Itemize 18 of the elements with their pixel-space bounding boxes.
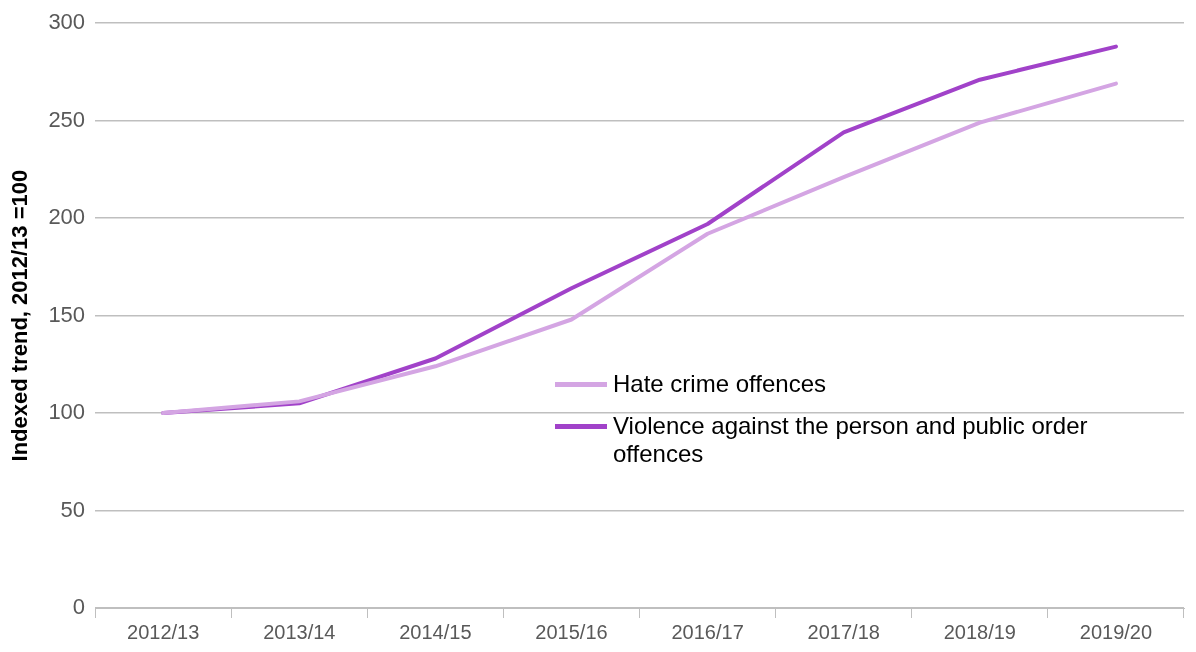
y-axis-title: Indexed trend, 2012/13 =100: [7, 169, 33, 462]
x-tick-label: 2014/15: [399, 620, 472, 643]
legend-label: Violence against the person and public order offences: [613, 412, 1089, 468]
y-tick-label: 0: [72, 594, 86, 620]
legend-label: Hate crime offences: [613, 370, 826, 398]
x-tick-label: 2019/20: [1079, 620, 1153, 643]
y-tick-label: 100: [48, 399, 86, 425]
y-tick-label: 300: [48, 9, 86, 35]
y-tick-label: 150: [48, 301, 86, 327]
x-tick-label: 2018/19: [943, 620, 1016, 643]
y-tick-label: 50: [60, 496, 86, 522]
x-tick-label: 2015/16: [535, 620, 608, 643]
x-tick-label: 2017/18: [807, 620, 880, 643]
x-tick-label: 2012/13: [127, 620, 200, 643]
y-tick-label: 250: [48, 106, 86, 132]
y-tick-label: 200: [48, 204, 86, 230]
x-tick-label: 2013/14: [263, 620, 336, 643]
x-tick-label: 2016/17: [671, 620, 744, 643]
